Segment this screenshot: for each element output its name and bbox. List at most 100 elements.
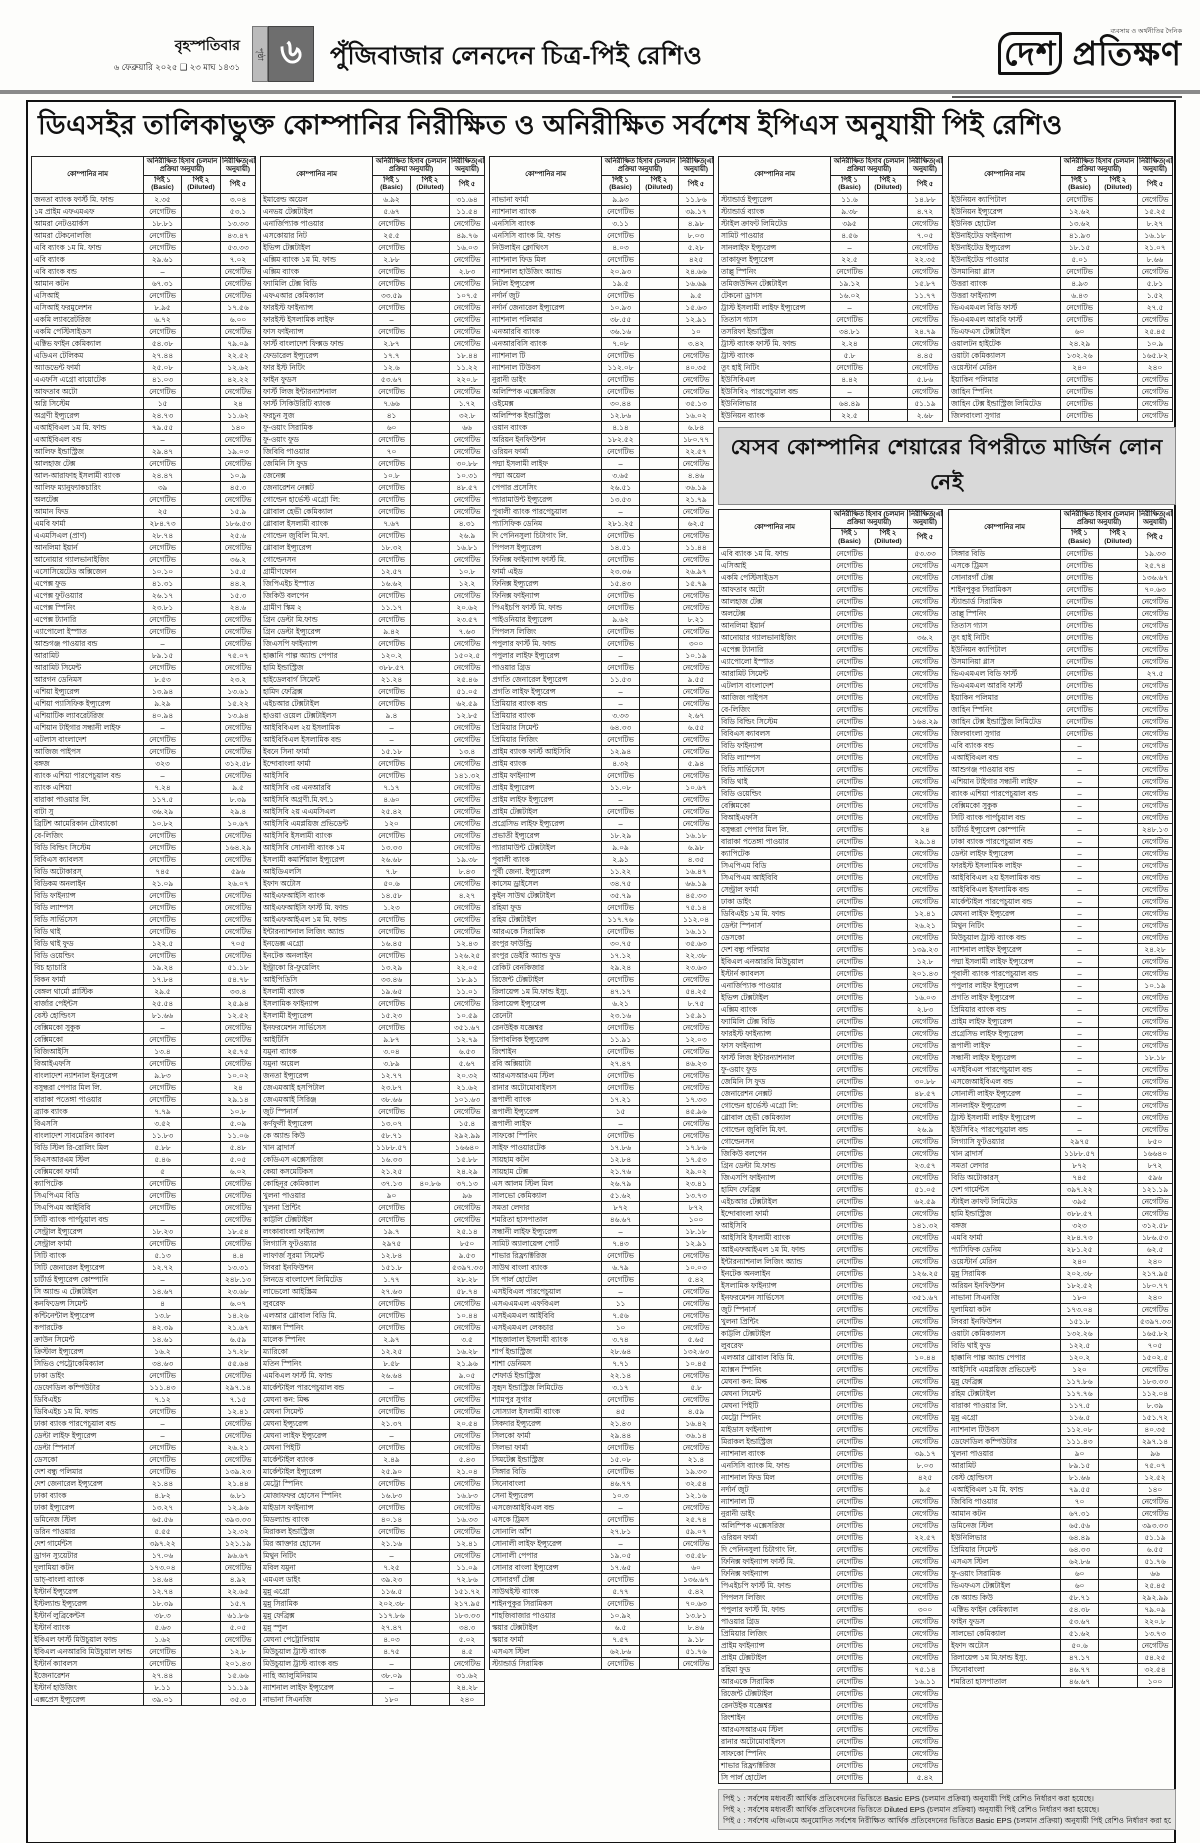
- pe1-cell: নেগেটিভ: [830, 1074, 869, 1088]
- table-row: প্রিমিয়ার ব্যাংক বন্ড – নেগেটিভ: [948, 1002, 1174, 1016]
- pe5-cell: ১১.০১: [449, 985, 486, 999]
- pe5-cell: ১২.২: [449, 577, 486, 591]
- pe5-cell: নেগেটিভ: [907, 1050, 944, 1064]
- pe5-cell: ১২.৯১: [678, 1237, 715, 1251]
- pe1-cell: নেগেটিভ: [143, 1645, 182, 1659]
- company-name-cell: এশিয়ান টাইগার সন্ধানী লাইফ: [31, 721, 144, 735]
- company-name-cell: পূবালী ব্যাংক পারপেচুয়াল বন্ড: [948, 966, 1061, 980]
- pe5-cell: ৮.৬৬: [1137, 253, 1174, 267]
- pe5-cell: ৩৫.৩: [220, 1693, 257, 1707]
- pe1-cell: ৬৪.৪৯: [1060, 1530, 1099, 1544]
- pe1-cell: নেগেটিভ: [143, 1237, 182, 1251]
- pe2-cell: [180, 1165, 222, 1179]
- pe2-cell: [180, 469, 222, 483]
- pe2-cell: [867, 1002, 909, 1016]
- pe2-cell: [409, 817, 451, 831]
- pe1-cell: –: [372, 1681, 411, 1695]
- pe2-cell: [409, 541, 451, 555]
- company-name-cell: সিলভা ফার্মা: [489, 1441, 602, 1455]
- pe2-cell: [638, 1621, 680, 1635]
- pe1-cell: নেগেটিভ: [601, 661, 640, 675]
- pe1-cell: ২৯.৫: [143, 985, 182, 999]
- table-row: ইস্টার্ন ক্যাবলস নেগেটিভ ২০১.৪৩: [31, 1657, 257, 1671]
- table-row: ঢাকা ব্যাংক ৪.৮২ ৬.৮১: [31, 1489, 257, 1503]
- pe2-cell: [409, 1201, 451, 1215]
- company-name-cell: ডেল্টা লাইফ ইন্স্যুরেন্স: [948, 846, 1061, 860]
- pe2-cell: [409, 409, 451, 423]
- pe5-cell: নেগেটিভ: [1137, 918, 1174, 932]
- pe5-cell: নেগেটিভ: [907, 1506, 944, 1520]
- pe1-cell: ৪৭.১৭: [1060, 1650, 1099, 1664]
- pe5-cell: নেগেটিভ: [907, 1386, 944, 1400]
- pe1-cell: নেগেটিভ: [1060, 606, 1099, 620]
- pe1-cell: ৬.৭২: [143, 313, 182, 327]
- table-row: সামিট পাওয়ার ৪.৫৬ ৭.০৫: [718, 229, 944, 243]
- pe5-cell: ১২.৮: [220, 1645, 257, 1659]
- pe2-cell: [1097, 546, 1139, 560]
- table-row: ডেফোডিল কম্পিউটার ১১১.৪৩ ২৯৭.১৪: [948, 1434, 1174, 1448]
- pe1-cell: নেগেটিভ: [372, 685, 411, 699]
- company-name-cell: বসুন্ধরা পেপার মিল লি.: [718, 822, 831, 836]
- pe2-cell: [180, 1033, 222, 1047]
- pe2-cell: [1097, 870, 1139, 884]
- pe2-cell: [1097, 1038, 1139, 1052]
- table-row: বে-লিজিং নেগেটিভ নেগেটিভ: [718, 702, 944, 716]
- pe2-cell: [867, 1542, 909, 1556]
- pe1-cell: ১৫১.৮: [372, 1261, 411, 1275]
- pe2-cell: [1097, 1386, 1139, 1400]
- pe1-cell: ৪১.০৩: [143, 373, 182, 387]
- pe2-cell: [180, 1429, 222, 1443]
- company-name-cell: শমরিতা হাসপাতাল: [489, 1213, 602, 1227]
- pe1-cell: ৯.৩৮: [830, 205, 869, 219]
- table-row: ন্যাশনাল টিউবস ১১২.০৮ ৪০.৩৫: [489, 361, 715, 375]
- table-row: ফার্স্ট লিজ ইন্টারন্যাশনাল নেগেটিভ নেগেটিভ: [718, 1050, 944, 1064]
- pe2-cell: [867, 325, 909, 339]
- pe5-cell: ১০: [678, 325, 715, 339]
- pe5-cell: ৫১.১৯: [907, 397, 944, 411]
- company-name-cell: নর্দার্ন জুট: [489, 289, 602, 303]
- pe2-cell: [180, 457, 222, 471]
- company-name-cell: রেকিট বেনকিজার: [489, 961, 602, 975]
- pe5-cell: ৪৪.২: [220, 577, 257, 591]
- pe5-cell: নেগেটিভ: [449, 1441, 486, 1455]
- pe1-cell: ১২.৮৪: [372, 1249, 411, 1263]
- company-name-cell: পিপলস ইন্স্যুরেন্স: [489, 541, 602, 555]
- pe1-cell: নেগেটিভ: [830, 966, 869, 980]
- pe2-cell: [1097, 1638, 1139, 1652]
- pe5-cell: ৩৫.১৩: [678, 397, 715, 411]
- pe2-cell: [867, 1266, 909, 1280]
- table-row: ফু-ওয়াং সিরামিক ৬০ ৬৬: [948, 1566, 1174, 1580]
- table-row: সিটি ব্যাংক ৫.১৩ ৪.৪: [31, 1249, 257, 1263]
- table-row: আমান কটন ৬৭.৩১ নেগেটিভ: [948, 1506, 1174, 1520]
- table-row: লিবরা ইনফিউশন ১৫১.৮ ৫৩৯৭.৩৩: [260, 1261, 486, 1275]
- pe1-cell: –: [143, 1021, 182, 1035]
- pe5-cell: নেগেটিভ: [1137, 409, 1174, 423]
- pe1-cell: নেগেটিভ: [830, 1230, 869, 1244]
- pe1-cell: নেগেটিভ: [372, 325, 411, 339]
- company-name-cell: সানলাইফ ইন্স্যুরেন্স: [718, 241, 831, 255]
- table-row: আজিজ পাইপস নেগেটিভ নেগেটিভ: [31, 745, 257, 759]
- company-name-cell: ইউনাইটেড ইন্স্যুরেন্স: [948, 241, 1061, 255]
- pe2-cell: [409, 421, 451, 435]
- pe5-cell: নেগেটিভ: [220, 1213, 257, 1227]
- company-name-cell: এবি ব্যাংক বন্ড: [31, 265, 144, 279]
- company-name-cell: প্রাইম ফাইন্যান্স: [718, 1638, 831, 1652]
- pe2-cell: [638, 649, 680, 663]
- pe5-cell: ৬.৫৫: [1137, 1542, 1174, 1556]
- pe2-cell: [409, 301, 451, 315]
- pe1-cell: –: [1060, 1050, 1099, 1064]
- pe1-cell: ৩০.৪৪: [601, 397, 640, 411]
- pe2-cell: [409, 1297, 451, 1311]
- pe2-cell: [638, 1645, 680, 1659]
- table-row: ওরিয়ন ফার্মা নেগেটিভ ২২.৫৭: [489, 445, 715, 459]
- table-row: খুলনা প্রিন্টিং নেগেটিভ নেগেটিভ: [260, 1201, 486, 1215]
- table-row: ওয়েস্টার্ন মেরিন ২৪০ ২৪০: [948, 361, 1174, 375]
- pe5-cell: ৪৫.৩৩: [678, 889, 715, 903]
- pe1-cell: নেগেটিভ: [830, 1182, 869, 1196]
- pe5-cell: নেগেটিভ: [1137, 810, 1174, 824]
- pe1-cell: ৩৯.০১: [143, 1693, 182, 1707]
- pe5-cell: ২৯৭.১৪: [220, 1381, 257, 1395]
- pe5-header: পিই ৫: [907, 174, 944, 195]
- pe1-cell: নেগেটিভ: [1060, 642, 1099, 656]
- pe2-cell: [1097, 277, 1139, 291]
